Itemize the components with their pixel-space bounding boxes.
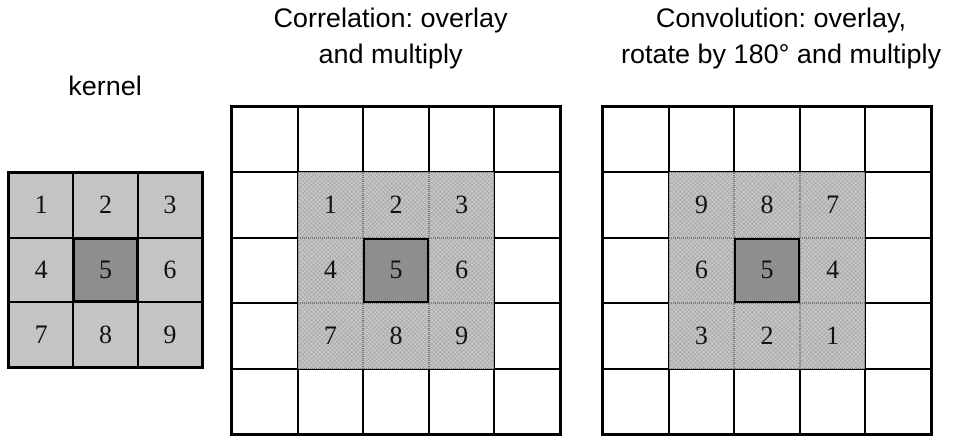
image-cell	[232, 107, 298, 173]
image-cell	[428, 368, 495, 434]
overlay-cell: 9	[428, 303, 495, 369]
overlay-cell: 8	[363, 303, 429, 369]
kernel-center-cell: 5	[73, 237, 138, 303]
kernel-cell: 4	[9, 237, 74, 303]
kernel-cell: 8	[73, 302, 138, 367]
kernel-cell: 6	[137, 237, 202, 303]
image-cell	[363, 368, 429, 434]
overlay-cell: 6	[428, 237, 495, 304]
image-cell	[734, 368, 800, 434]
kernel-cell: 9	[137, 302, 202, 367]
image-cell	[494, 303, 560, 369]
overlay-cell: 3	[428, 172, 495, 238]
overlay-cell: 1	[799, 303, 866, 369]
overlay-cell: 4	[297, 237, 364, 304]
image-cell	[232, 237, 298, 304]
image-cell	[603, 172, 669, 238]
image-cell	[297, 368, 364, 434]
image-cell	[297, 107, 364, 173]
overlay-cell: 2	[363, 172, 429, 238]
convolution-grid: 9 8 7 6 5 4 3 2 1	[601, 105, 933, 436]
correlation-title-line-2: and multiply	[318, 39, 463, 69]
image-cell	[603, 237, 669, 304]
kernel-cell: 2	[73, 173, 138, 238]
image-cell	[865, 172, 931, 238]
convolution-title-line-2: rotate by 180° and multiply	[621, 39, 941, 69]
image-cell	[603, 368, 669, 434]
kernel-title: kernel	[0, 68, 210, 104]
image-cell	[232, 172, 298, 238]
image-cell	[603, 107, 669, 173]
overlay-cell: 9	[668, 172, 735, 238]
kernel-cell: 7	[9, 302, 74, 367]
kernel-grid: 1 2 3 4 5 6 7 8 9	[7, 171, 204, 369]
overlay-cell: 2	[734, 303, 800, 369]
image-cell	[799, 368, 866, 434]
image-cell	[865, 107, 931, 173]
correlation-title-line-1: Correlation: overlay	[273, 3, 508, 33]
image-cell	[734, 107, 800, 173]
image-cell	[668, 107, 735, 173]
image-cell	[603, 303, 669, 369]
correlation-grid: 1 2 3 4 5 6 7 8 9	[230, 105, 562, 436]
kernel-title-text: kernel	[68, 71, 142, 101]
image-cell	[865, 303, 931, 369]
image-cell	[494, 172, 560, 238]
overlay-center-cell: 5	[734, 237, 800, 304]
kernel-cell: 1	[9, 173, 74, 238]
overlay-cell: 7	[297, 303, 364, 369]
image-cell	[865, 237, 931, 304]
image-cell	[494, 237, 560, 304]
image-cell	[428, 107, 495, 173]
image-cell	[799, 107, 866, 173]
overlay-cell: 4	[799, 237, 866, 304]
image-cell	[232, 303, 298, 369]
kernel-cell: 3	[137, 173, 202, 238]
image-cell	[232, 368, 298, 434]
overlay-cell: 7	[799, 172, 866, 238]
convolution-title-line-1: Convolution: overlay,	[655, 3, 907, 33]
overlay-cell: 1	[297, 172, 364, 238]
correlation-title: Correlation: overlay and multiply	[188, 0, 593, 72]
image-cell	[865, 368, 931, 434]
overlay-center-cell: 5	[363, 237, 429, 304]
overlay-cell: 8	[734, 172, 800, 238]
image-cell	[494, 107, 560, 173]
convolution-title: Convolution: overlay, rotate by 180° and…	[585, 0, 973, 72]
overlay-cell: 6	[668, 237, 735, 304]
image-cell	[494, 368, 560, 434]
image-cell	[668, 368, 735, 434]
image-cell	[363, 107, 429, 173]
overlay-cell: 3	[668, 303, 735, 369]
